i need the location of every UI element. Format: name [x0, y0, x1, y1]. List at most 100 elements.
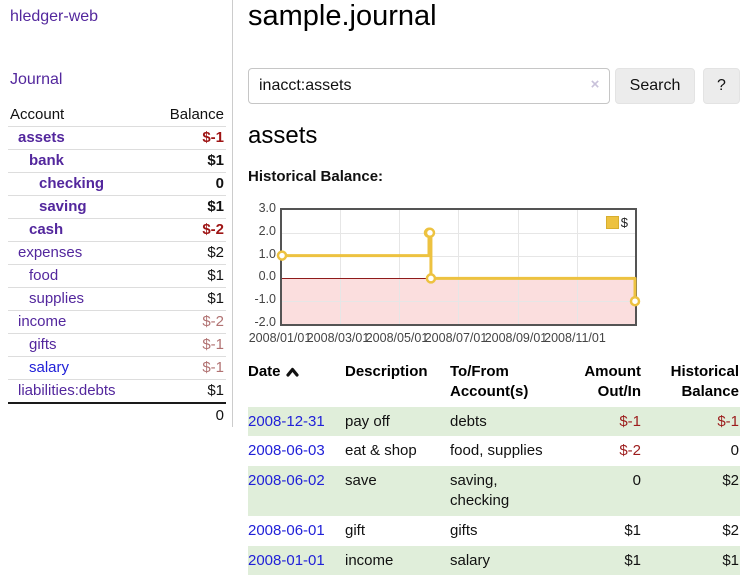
transaction-amount: $-2 — [619, 442, 641, 460]
search-button[interactable]: Search — [615, 68, 695, 104]
transaction-date-link[interactable]: 2008-06-03 — [248, 442, 325, 460]
x-axis-tick-label: 2008/01/01 — [248, 331, 312, 345]
accounts-total-spacer — [8, 402, 151, 427]
transaction-amount: $-1 — [555, 406, 642, 437]
x-axis-tick-label: 2008/03/01 — [306, 331, 370, 345]
transaction-row: 2008-06-02 save saving, checking 0 $2 — [248, 466, 740, 516]
brand-link[interactable]: hledger-web — [10, 8, 99, 25]
data-point-marker — [276, 250, 288, 261]
help-button[interactable]: ? — [703, 68, 740, 104]
transaction-date-link[interactable]: 2008-06-02 — [248, 472, 325, 490]
transaction-row: 2008-12-31 pay off debts $-1 $-1 — [248, 406, 740, 437]
account-link[interactable]: assets — [18, 129, 65, 146]
transaction-balance: $-1 — [642, 406, 740, 437]
search-form: × Search ? — [248, 68, 742, 104]
legend-label: $ — [620, 215, 628, 230]
account-link[interactable]: salary — [29, 359, 70, 376]
y-axis-tick-label: 0.0 — [258, 269, 276, 284]
gridline — [282, 256, 635, 257]
x-axis-tick-label: 2008/09/01 — [484, 331, 548, 345]
transaction-amount: $1 — [624, 521, 641, 539]
account-link[interactable]: expenses — [18, 244, 83, 261]
gridline — [282, 301, 635, 302]
gridline — [458, 210, 459, 324]
account-balance: $1 — [150, 195, 226, 219]
x-axis-tick-label: 2008/11/01 — [544, 331, 606, 345]
transaction-row: 2008-06-01 gift gifts $1 $2 — [248, 516, 740, 546]
y-axis-tick-label: 1.0 — [258, 246, 276, 261]
col-accounts: To/From Account(s) — [450, 363, 529, 400]
x-axis-tick-label: 2008/07/01 — [424, 331, 488, 345]
y-axis-tick-label: 3.0 — [258, 201, 276, 215]
register-table: Date Description To/From Account(s) Amou… — [248, 360, 740, 576]
account-balance: $1 — [150, 149, 226, 173]
transaction-amount: 0 — [555, 466, 642, 516]
gridline — [282, 233, 635, 234]
transaction-accounts: gifts — [450, 521, 478, 539]
search-input[interactable] — [248, 68, 610, 104]
account-link[interactable]: cash — [29, 221, 64, 238]
account-balance: $-1 — [150, 356, 226, 380]
transaction-balance: 0 — [730, 442, 739, 460]
balance-chart: $ 3.0 2.0 1.0 0.0 -1.0 -2.0 2008/01/01 2008/03/… — [248, 201, 708, 351]
page-title: sample.journal — [248, 0, 437, 32]
account-row: income $-2 — [8, 310, 226, 334]
col-amount: Amount Out/In — [584, 363, 641, 400]
account-row: assets $-1 — [8, 126, 226, 150]
transaction-date-link[interactable]: 2008-06-01 — [248, 521, 325, 539]
main-content: sample.journal × Search ? assets Histori… — [248, 0, 742, 582]
gridline — [577, 210, 578, 324]
col-description: Description — [345, 363, 428, 380]
transaction-accounts: food, supplies — [450, 442, 543, 460]
transaction-row: 2008-06-03 eat & shop food, supplies $-2 0 — [248, 436, 740, 466]
account-balance: 0 — [150, 172, 226, 196]
account-link[interactable]: income — [18, 313, 67, 330]
account-balance: $-1 — [150, 126, 226, 150]
journal-link[interactable]: Journal — [10, 71, 63, 88]
data-point-marker — [424, 227, 436, 239]
account-link[interactable]: supplies — [29, 290, 85, 307]
account-link[interactable]: gifts — [29, 336, 57, 353]
accounts-col-balance: Balance — [169, 106, 224, 123]
data-point-marker — [629, 295, 641, 307]
accounts-table-body: assets $-1 bank $1 checking 0 saving $1 cash $-2 e… — [8, 126, 226, 403]
clear-search-icon[interactable]: × — [590, 76, 600, 93]
accounts-total-row: 0 — [8, 402, 226, 427]
transaction-accounts: salary — [450, 545, 555, 576]
y-axis-tick-label: 2.0 — [258, 223, 276, 238]
gridline — [399, 210, 400, 324]
transaction-balance: $1 — [642, 545, 740, 576]
transaction-description: income — [345, 545, 450, 576]
accounts-total-value: 0 — [150, 402, 226, 427]
transaction-row: 2008-01-01 income salary $1 $1 — [248, 545, 740, 576]
account-row: liabilities:debts $1 — [8, 379, 226, 403]
sidebar: hledger-web Journal Account Balance asse… — [0, 0, 233, 427]
accounts-col-account: Account — [10, 106, 65, 123]
transaction-date-link[interactable]: 2008-12-31 — [248, 412, 325, 430]
legend-swatch-icon — [605, 216, 619, 229]
account-link[interactable]: saving — [39, 198, 87, 215]
account-balance: $-1 — [150, 333, 226, 357]
sort-ascending-icon — [285, 367, 299, 377]
account-balance: $1 — [150, 379, 226, 403]
col-date[interactable]: Date — [248, 360, 345, 407]
account-balance: $1 — [150, 287, 226, 311]
account-link[interactable]: food — [29, 267, 59, 284]
register-header-row: Date Description To/From Account(s) Amou… — [248, 360, 740, 407]
account-row: food $1 — [8, 264, 226, 288]
gridline — [340, 210, 341, 324]
account-link[interactable]: liabilities:debts — [18, 382, 116, 399]
account-link[interactable]: checking — [39, 175, 105, 192]
account-balance: $-2 — [150, 310, 226, 334]
data-point-marker — [425, 273, 437, 284]
account-link[interactable]: bank — [29, 152, 65, 169]
transaction-date-link[interactable]: 2008-01-01 — [248, 551, 325, 569]
accounts-header-row: Account Balance — [8, 104, 226, 127]
chart-title: Historical Balance: — [248, 168, 384, 185]
account-heading: assets — [248, 122, 318, 149]
account-balance: $2 — [150, 241, 226, 265]
transaction-amount: $1 — [555, 545, 642, 576]
transaction-description: save — [345, 466, 450, 516]
account-row: saving $1 — [8, 195, 226, 219]
y-axis-tick-label: -1.0 — [254, 292, 276, 307]
